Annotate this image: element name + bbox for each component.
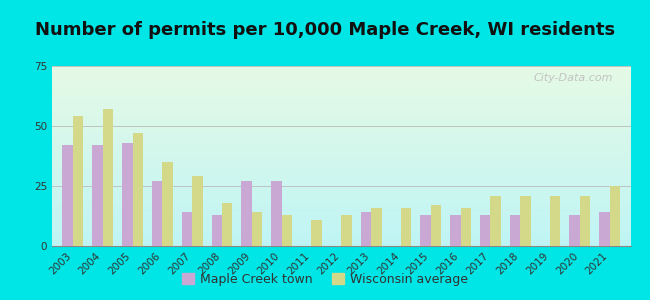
Bar bbox=[490, 196, 501, 246]
Bar bbox=[401, 208, 411, 246]
Bar bbox=[192, 176, 203, 246]
Bar bbox=[480, 215, 490, 246]
Bar bbox=[510, 215, 520, 246]
Bar bbox=[241, 181, 252, 246]
Bar bbox=[550, 196, 560, 246]
Bar bbox=[431, 205, 441, 246]
Text: Number of permits per 10,000 Maple Creek, WI residents: Number of permits per 10,000 Maple Creek… bbox=[35, 21, 615, 39]
Text: City-Data.com: City-Data.com bbox=[534, 73, 613, 83]
Bar bbox=[599, 212, 610, 246]
Bar bbox=[461, 208, 471, 246]
Legend: Maple Creek town, Wisconsin average: Maple Creek town, Wisconsin average bbox=[177, 268, 473, 291]
Bar bbox=[222, 203, 233, 246]
Bar bbox=[371, 208, 382, 246]
Bar bbox=[610, 186, 620, 246]
Bar bbox=[252, 212, 262, 246]
Bar bbox=[580, 196, 590, 246]
Bar bbox=[281, 215, 292, 246]
Bar bbox=[162, 162, 173, 246]
Bar bbox=[271, 181, 281, 246]
Bar bbox=[341, 215, 352, 246]
Bar bbox=[62, 145, 73, 246]
Bar bbox=[103, 109, 113, 246]
Bar bbox=[92, 145, 103, 246]
Bar bbox=[152, 181, 162, 246]
Bar bbox=[520, 196, 530, 246]
Bar bbox=[133, 133, 143, 246]
Bar bbox=[182, 212, 192, 246]
Bar bbox=[450, 215, 461, 246]
Bar bbox=[569, 215, 580, 246]
Bar bbox=[311, 220, 322, 246]
Bar bbox=[122, 143, 133, 246]
Bar bbox=[361, 212, 371, 246]
Bar bbox=[421, 215, 431, 246]
Bar bbox=[73, 116, 83, 246]
Bar bbox=[211, 215, 222, 246]
